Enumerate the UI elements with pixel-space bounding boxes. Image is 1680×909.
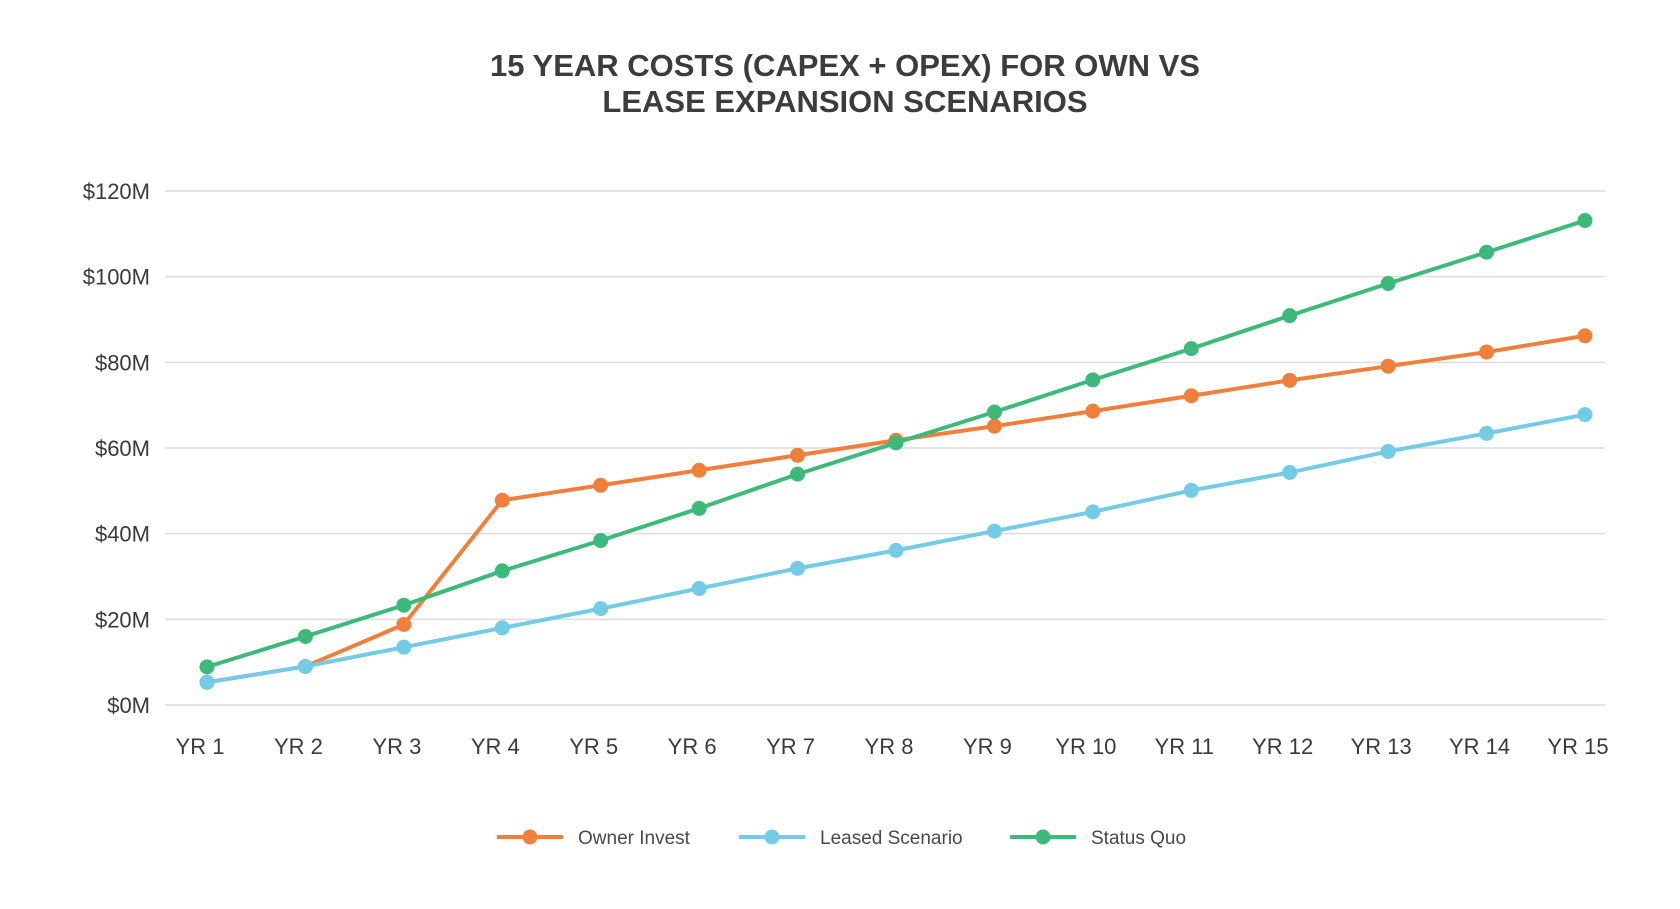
x-tick-label: YR 2 [274, 734, 323, 759]
data-point-leased-scenario [1380, 443, 1396, 459]
x-tick-label: YR 7 [766, 734, 815, 759]
legend-label: Leased Scenario [820, 828, 963, 849]
legend-marker [522, 829, 538, 845]
x-axis: YR 1 YR 2 YR 3 YR 4 YR 5 YR 6 YR 7 YR 8 YR 9 YR 1… [176, 734, 1609, 759]
data-point-status-quo [1085, 372, 1101, 388]
data-point-status-quo [1183, 341, 1199, 357]
y-tick-label: $40M [95, 522, 150, 547]
chart-title-line-1: 15 YEAR COSTS (CAPEX + OPEX) FOR OWN VS [490, 48, 1200, 83]
series-layer [199, 213, 1593, 690]
data-point-status-quo [790, 466, 806, 482]
x-tick-label: YR 1 [176, 734, 225, 759]
data-point-status-quo [396, 597, 412, 613]
y-tick-label: $80M [95, 350, 150, 375]
data-point-leased-scenario [1183, 482, 1199, 498]
x-tick-label: YR 5 [569, 734, 618, 759]
data-point-owner-invest [593, 477, 609, 493]
data-point-owner-invest [1479, 344, 1495, 360]
legend: Owner Invest Leased Scenario Status Quo [497, 828, 1186, 849]
data-point-leased-scenario [790, 560, 806, 576]
data-point-leased-scenario [691, 580, 707, 596]
series-owner-invest [199, 328, 1593, 690]
legend-item-owner-invest: Owner Invest [497, 828, 691, 849]
x-tick-label: YR 8 [865, 734, 914, 759]
data-point-status-quo [199, 659, 215, 675]
legend-item-leased-scenario: Leased Scenario [739, 828, 963, 849]
data-point-owner-invest [396, 616, 412, 632]
data-point-leased-scenario [297, 658, 313, 674]
y-tick-label: $100M [83, 265, 150, 290]
y-tick-label: $60M [95, 436, 150, 461]
data-point-status-quo [1479, 244, 1495, 260]
data-point-status-quo [1282, 308, 1298, 324]
x-tick-label: YR 9 [963, 734, 1012, 759]
data-point-leased-scenario [1577, 407, 1593, 423]
legend-item-status-quo: Status Quo [1010, 828, 1186, 849]
legend-label: Owner Invest [578, 828, 691, 849]
data-point-status-quo [1577, 213, 1593, 229]
data-point-owner-invest [1282, 372, 1298, 388]
x-tick-label: YR 11 [1155, 734, 1215, 759]
series-leased-scenario [199, 407, 1593, 690]
data-point-status-quo [888, 435, 904, 451]
data-point-status-quo [297, 628, 313, 644]
y-axis: $0M $20M $40M $60M $80M $100M $120M [83, 179, 150, 718]
series-status-quo [199, 213, 1593, 675]
data-point-leased-scenario [199, 674, 215, 690]
data-point-owner-invest [1085, 403, 1101, 419]
chart-title-line-2: LEASE EXPANSION SCENARIOS [602, 84, 1087, 119]
data-point-status-quo [494, 563, 510, 579]
y-tick-label: $20M [95, 607, 150, 632]
data-point-owner-invest [691, 462, 707, 478]
chart-title: 15 YEAR COSTS (CAPEX + OPEX) FOR OWN VS … [490, 48, 1200, 119]
data-point-owner-invest [790, 447, 806, 463]
data-point-owner-invest [1380, 358, 1396, 374]
data-point-status-quo [691, 500, 707, 516]
data-point-leased-scenario [1479, 425, 1495, 441]
x-tick-label: YR 12 [1252, 734, 1313, 759]
data-point-status-quo [1380, 276, 1396, 292]
x-tick-label: YR 4 [471, 734, 520, 759]
data-point-leased-scenario [986, 523, 1002, 539]
data-point-owner-invest [1577, 328, 1593, 344]
x-tick-label: YR 6 [668, 734, 717, 759]
y-tick-label: $120M [83, 179, 150, 204]
legend-marker [1035, 829, 1051, 845]
data-point-status-quo [593, 533, 609, 549]
x-tick-label: YR 14 [1449, 734, 1510, 759]
series-line-owner-invest [205, 333, 1587, 685]
data-point-leased-scenario [494, 620, 510, 636]
data-point-leased-scenario [593, 601, 609, 617]
x-tick-label: YR 15 [1547, 734, 1608, 759]
x-tick-label: YR 10 [1055, 734, 1116, 759]
data-point-leased-scenario [396, 639, 412, 655]
data-point-owner-invest [494, 492, 510, 508]
data-point-status-quo [986, 404, 1002, 420]
x-tick-label: YR 3 [372, 734, 421, 759]
data-point-owner-invest [986, 418, 1002, 434]
data-point-leased-scenario [888, 542, 904, 558]
legend-label: Status Quo [1091, 828, 1186, 849]
y-tick-label: $0M [107, 693, 150, 718]
data-point-owner-invest [1183, 388, 1199, 404]
legend-marker [764, 829, 780, 845]
data-point-leased-scenario [1085, 504, 1101, 520]
data-point-leased-scenario [1282, 464, 1298, 480]
x-tick-label: YR 13 [1351, 734, 1412, 759]
